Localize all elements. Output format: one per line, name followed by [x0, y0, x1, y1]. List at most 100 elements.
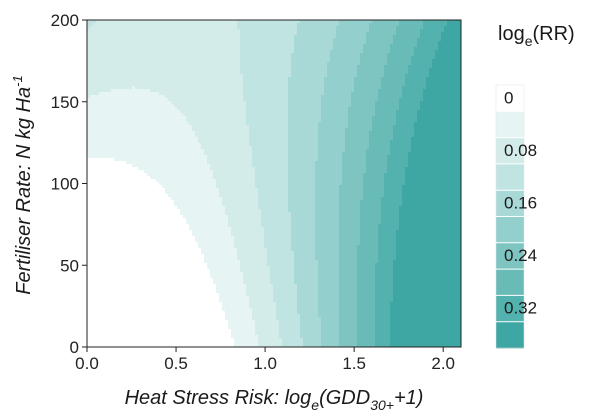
contour-cell [426, 56, 430, 60]
contour-cell [339, 65, 343, 69]
contour-cell [276, 50, 280, 54]
contour-cell [306, 53, 310, 57]
contour-cell [360, 50, 364, 54]
contour-cell [291, 29, 295, 33]
contour-cell [420, 20, 424, 24]
contour-cell [369, 56, 373, 60]
contour-cell [189, 50, 193, 54]
contour-cell [426, 65, 430, 69]
contour-cell [204, 56, 208, 60]
contour-cell [168, 65, 172, 69]
contour-cell [162, 26, 166, 30]
contour-cell [279, 26, 283, 30]
contour-cell [369, 59, 373, 63]
contour-cell [234, 26, 238, 30]
contour-cell [405, 29, 409, 33]
contour-cell [93, 68, 97, 72]
contour-cell [288, 38, 292, 42]
contour-cell [423, 56, 427, 60]
contour-cell [357, 35, 361, 39]
contour-cell [108, 29, 112, 33]
contour-cell [414, 41, 418, 45]
contour-cell [336, 20, 340, 24]
contour-cell [297, 56, 301, 60]
contour-cell [105, 20, 109, 24]
contour-cell [333, 65, 337, 69]
contour-cell [276, 20, 280, 24]
contour-cell [273, 23, 277, 27]
contour-cell [174, 20, 178, 24]
contour-cell [99, 35, 103, 39]
contour-cell [105, 68, 109, 72]
contour-cell [447, 53, 451, 57]
contour-cell [228, 50, 232, 54]
contour-cell [210, 44, 214, 48]
contour-cell [306, 23, 310, 27]
contour-cell [288, 41, 292, 45]
contour-cell [123, 35, 127, 39]
contour-cell [228, 56, 232, 60]
contour-cell [270, 41, 274, 45]
contour-cell [159, 35, 163, 39]
contour-cell [423, 29, 427, 33]
contour-cell [156, 59, 160, 63]
contour-cell [375, 50, 379, 54]
contour-cell [405, 32, 409, 36]
contour-cell [201, 41, 205, 45]
contour-cell [126, 35, 130, 39]
contour-cell [180, 47, 184, 51]
contour-cell [294, 50, 298, 54]
contour-cell [138, 32, 142, 36]
contour-cell [348, 35, 352, 39]
contour-cell [237, 44, 241, 48]
contour-cell [261, 56, 265, 60]
contour-cell [321, 23, 325, 27]
contour-cell [432, 35, 436, 39]
contour-cell [456, 32, 460, 36]
contour-cell [348, 50, 352, 54]
contour-cell [327, 59, 331, 63]
contour-cell [297, 59, 301, 63]
contour-cell [342, 29, 346, 33]
contour-cell [138, 47, 142, 51]
contour-cell [237, 62, 241, 66]
contour-cell [126, 26, 130, 30]
contour-cell [129, 56, 133, 60]
contour-cell [216, 38, 220, 42]
contour-cell [180, 23, 184, 27]
contour-cell [204, 41, 208, 45]
contour-cell [393, 50, 397, 54]
contour-cell [297, 20, 301, 24]
contour-cell [279, 50, 283, 54]
contour-cell [168, 32, 172, 36]
contour-cell [438, 35, 442, 39]
contour-cell [93, 56, 97, 60]
contour-cell [174, 23, 178, 27]
contour-cell [210, 41, 214, 45]
contour-cell [207, 26, 211, 30]
contour-cell [276, 23, 280, 27]
contour-cell [288, 65, 292, 69]
contour-cell [393, 20, 397, 24]
contour-cell [183, 50, 187, 54]
contour-cell [195, 38, 199, 42]
contour-cell [357, 65, 361, 69]
contour-cell [198, 50, 202, 54]
contour-cell [396, 56, 400, 60]
contour-cell [315, 53, 319, 57]
contour-cell [366, 65, 370, 69]
contour-cell [165, 44, 169, 48]
contour-cell [408, 26, 412, 30]
contour-cell [90, 32, 94, 36]
contour-cell [87, 44, 91, 48]
contour-cell [150, 29, 154, 33]
contour-cell [387, 35, 391, 39]
contour-cell [207, 20, 211, 24]
contour-cell [411, 50, 415, 54]
contour-cell [120, 29, 124, 33]
contour-cell [414, 26, 418, 30]
contour-cell [237, 32, 241, 36]
contour-cell [219, 53, 223, 57]
contour-cell [279, 44, 283, 48]
contour-cell [261, 53, 265, 57]
